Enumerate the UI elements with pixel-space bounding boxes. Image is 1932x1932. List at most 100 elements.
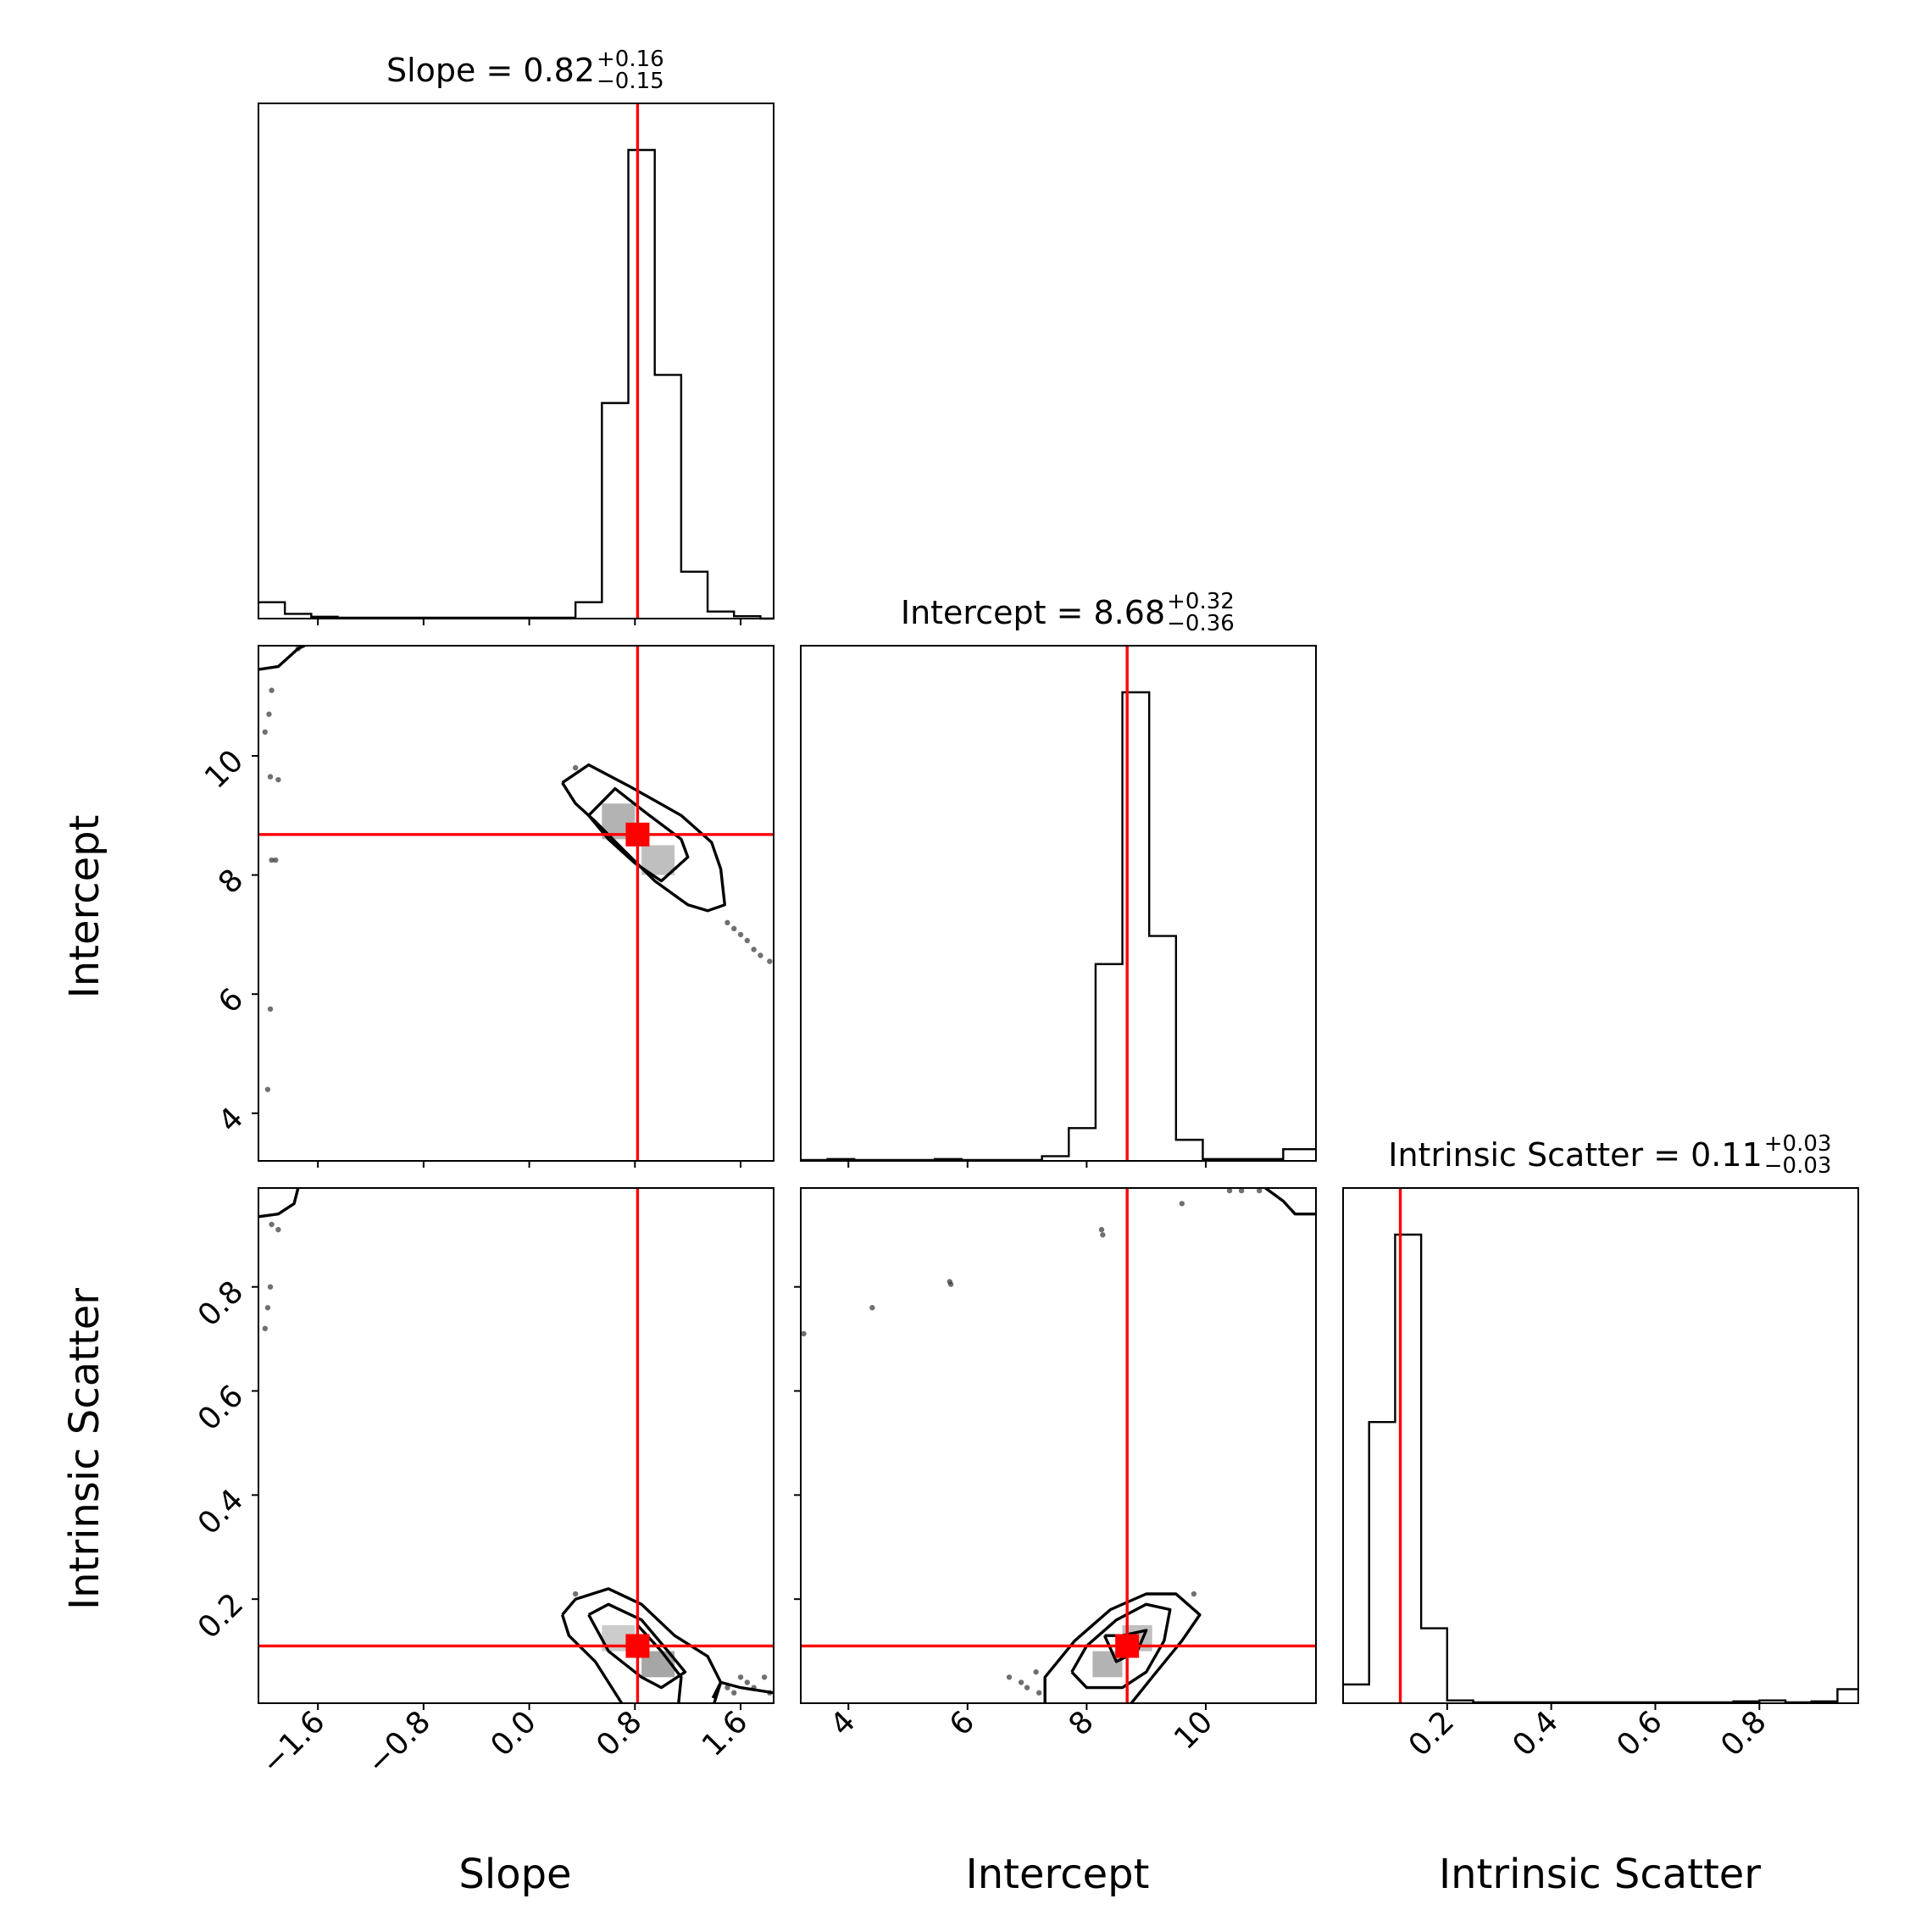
sample-point [269, 687, 275, 693]
sample-point [724, 1685, 730, 1690]
sample-point [1018, 1679, 1024, 1685]
contour-line [561, 1587, 723, 1703]
x-tick-labels-slope: −1.6 −0.8 0.0 0.8 1.6 [255, 1704, 755, 1781]
scatter-panel-slope-vs-intercept: 4 6 8 10 [198, 645, 774, 1168]
panel-content [801, 1188, 1316, 1703]
truth-marker [625, 822, 650, 847]
y-tick-label: 8 [212, 863, 250, 901]
sample-point [264, 1086, 271, 1092]
y-tick-label: 0.6 [192, 1379, 250, 1437]
sample-point [767, 958, 773, 964]
axis-labels: Slope Intercept Intrinsic Scatter Interc… [61, 815, 1761, 1898]
x-tick-label: 4 [824, 1704, 862, 1742]
panel-title-slope: Slope = 0.82 [386, 52, 595, 89]
scatter-panel-slope-vs-intrinsic-scatter: 0.2 0.4 0.6 0.8 [192, 1187, 774, 1710]
truth-marker [1115, 1634, 1140, 1658]
sample-point [751, 947, 757, 952]
sample-point [269, 857, 275, 863]
hist-panel-slope: Slope = 0.82 +0.16−0.15 [258, 47, 774, 625]
sample-point [1024, 1685, 1030, 1690]
contour-line [711, 1680, 774, 1699]
y-tick-label: 0.2 [192, 1587, 250, 1646]
truth-marker [625, 1634, 650, 1658]
panel-frame [800, 645, 1317, 1162]
sample-point [731, 1690, 737, 1696]
x-tick-label: −1.6 [255, 1704, 332, 1781]
x-tick-label: 0.2 [1402, 1704, 1461, 1763]
x-tick-label: 1.6 [696, 1704, 754, 1763]
outlier-contour-line [1264, 1188, 1316, 1216]
x-tick-labels-intrinsic-scatter: 0.2 0.4 0.6 0.8 [1402, 1704, 1774, 1763]
sample-point [572, 764, 579, 771]
panel-frame [258, 103, 774, 619]
panel-title-plus: +0.16 [597, 47, 664, 72]
sample-point [947, 1281, 954, 1287]
panel-title-minus: −0.15 [597, 69, 664, 94]
y-tick-label: 0.8 [192, 1274, 250, 1333]
x-tick-label: 0.6 [1610, 1704, 1668, 1763]
panel-title-plus: +0.03 [1764, 1131, 1832, 1157]
outlier-contour-line [258, 1188, 300, 1219]
panel-title-intrinsic-scatter: Intrinsic Scatter = 0.11 [1388, 1136, 1763, 1174]
sample-point [264, 1305, 271, 1311]
sample-point [1191, 1591, 1197, 1597]
panel-frame [800, 1187, 1317, 1704]
panel-title-plus: +0.32 [1167, 589, 1235, 614]
sample-point [267, 1006, 274, 1012]
sample-point [572, 1591, 579, 1597]
sample-point [1098, 1226, 1105, 1233]
sample-point [275, 776, 281, 783]
contour-line [1043, 1592, 1202, 1703]
sample-point [801, 1330, 807, 1337]
panel-frame [258, 645, 774, 1162]
panel-title-minus: −0.03 [1764, 1153, 1832, 1179]
contour-line [587, 1602, 687, 1690]
sample-point [761, 1674, 768, 1680]
y-tick-label: 4 [212, 1101, 250, 1139]
hist-step-slope [258, 148, 774, 620]
sample-point [275, 1226, 281, 1233]
x-tick-label: 10 [1168, 1704, 1219, 1756]
sample-point [269, 1221, 275, 1228]
panel-title-intercept: Intercept = 8.68 [901, 594, 1165, 631]
sample-point [737, 1674, 744, 1680]
contour-line [560, 1614, 624, 1703]
x-axis-label-slope: Slope [458, 1851, 571, 1898]
panel-content [258, 646, 774, 1161]
y-axis-label-intercept: Intercept [61, 815, 108, 999]
x-tick-label: 0.0 [484, 1704, 542, 1763]
x-tick-label: 6 [943, 1704, 981, 1742]
x-tick-label: −0.8 [360, 1704, 437, 1781]
sample-point [1238, 1188, 1245, 1194]
y-tick-label: 6 [212, 982, 250, 1020]
sample-point [744, 1679, 751, 1685]
panel-title-minus: −0.36 [1167, 611, 1235, 636]
contour-line [587, 787, 690, 883]
y-axis-label-intrinsic-scatter: Intrinsic Scatter [61, 1288, 108, 1610]
x-tick-label: 0.8 [1714, 1704, 1773, 1763]
scatter-panel-intercept-vs-intrinsic-scatter [794, 1187, 1317, 1710]
contour-line [636, 1624, 683, 1703]
sample-point [1257, 1188, 1263, 1194]
panel-frame [258, 1187, 774, 1704]
y-tick-label: 10 [198, 743, 250, 795]
panel-content [258, 1188, 774, 1703]
x-axis-label-intercept: Intercept [966, 1851, 1150, 1898]
sample-point [1033, 1668, 1039, 1675]
x-tick-label: 0.4 [1507, 1704, 1565, 1763]
sample-point [262, 1325, 268, 1332]
sample-point [267, 774, 274, 780]
hist-step-intrinsic-scatter [1343, 1233, 1858, 1704]
sample-point [744, 937, 751, 944]
sample-point [273, 857, 279, 863]
x-tick-labels-intercept: 4 6 8 10 [824, 1704, 1219, 1756]
panel-frame [1342, 1187, 1859, 1704]
hist-step-intercept [801, 691, 1316, 1162]
sample-point [1226, 1188, 1233, 1194]
sample-point [869, 1305, 875, 1311]
x-axis-label-intrinsic-scatter: Intrinsic Scatter [1439, 1851, 1761, 1898]
sample-point [1006, 1674, 1013, 1680]
sample-point [724, 919, 730, 926]
